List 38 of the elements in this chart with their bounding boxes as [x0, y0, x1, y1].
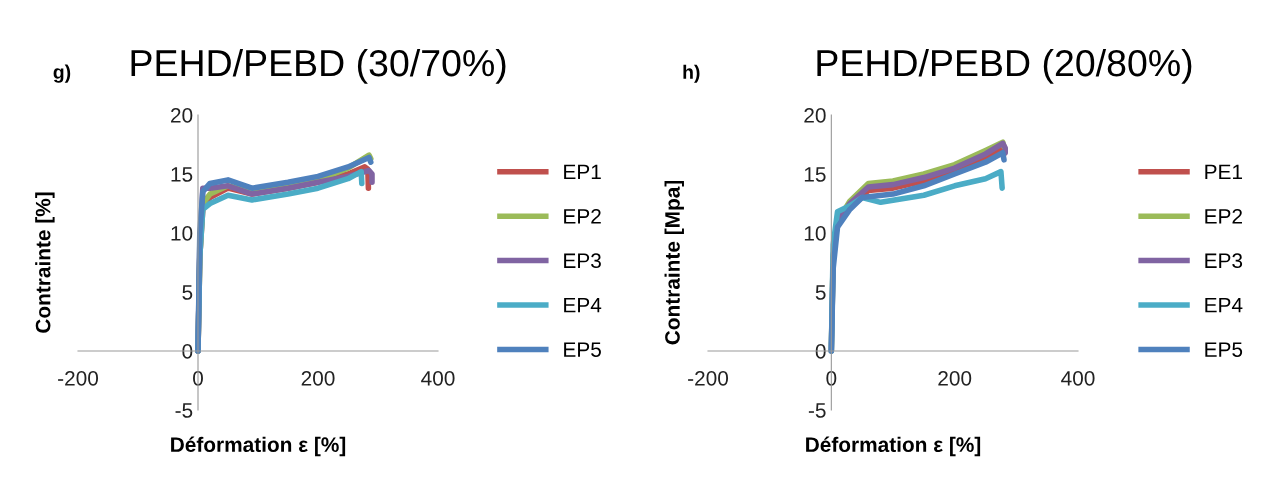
x-tick-label: -200	[58, 370, 99, 386]
legend-label: EP3	[1205, 253, 1243, 269]
legend-label: EP5	[564, 342, 601, 357]
y-tick-label: -5	[175, 403, 193, 418]
legend-label: EP1	[564, 164, 601, 180]
y-tick-label: 10	[804, 226, 826, 241]
legend-label: EP2	[564, 208, 601, 224]
x-tick-label: 0	[826, 370, 837, 386]
x-axis-title: Déformation ε [%]	[806, 436, 981, 457]
legend-label: PE1	[1205, 164, 1243, 180]
text: g)	[53, 64, 71, 83]
chart-title: PEHD/PEBD (20/80%)	[817, 48, 1192, 84]
y-tick-label: 20	[804, 108, 826, 123]
legend-label: EP2	[1205, 208, 1242, 224]
legend-label: EP4	[1205, 297, 1243, 313]
y-tick-label: 0	[815, 344, 826, 359]
y-tick-label: 5	[815, 285, 826, 300]
x-tick-label: 200	[938, 370, 972, 386]
legend-label: EP5	[1205, 342, 1243, 357]
x-tick-label: -200	[688, 370, 729, 386]
legend-label: EP4	[564, 297, 602, 313]
y-tick-label: 15	[171, 167, 193, 182]
y-tick-label: -5	[808, 403, 826, 418]
y-tick-label: 10	[171, 226, 193, 241]
legend-label: EP3	[564, 253, 601, 269]
text: h)	[683, 64, 700, 83]
y-tick-label: 0	[182, 344, 193, 359]
x-tick-label: 200	[301, 370, 335, 386]
x-tick-label: 0	[193, 370, 203, 386]
x-tick-label: 400	[421, 370, 455, 386]
y-axis-title: Contrainte [Mpa]	[664, 180, 684, 345]
x-axis-title: Déformation ε [%]	[171, 436, 346, 457]
x-tick-label: 400	[1061, 370, 1095, 386]
y-tick-label: 5	[182, 285, 193, 300]
chart-title: PEHD/PEBD (30/70%)	[131, 48, 506, 84]
y-tick-label: 20	[171, 108, 193, 123]
y-tick-label: 15	[804, 167, 826, 182]
y-axis-title: Contrainte [%]	[35, 192, 55, 333]
